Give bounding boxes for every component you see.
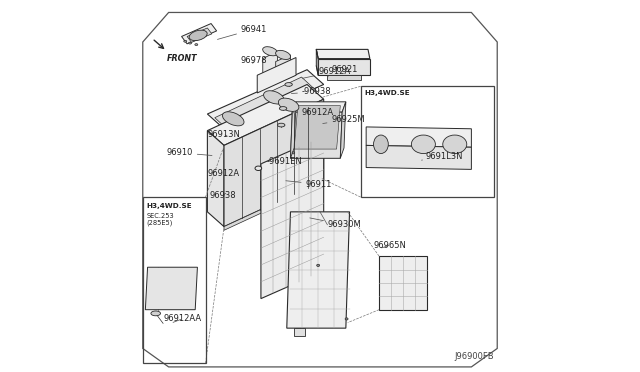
- Polygon shape: [294, 328, 305, 336]
- Text: J96900FB: J96900FB: [454, 352, 493, 361]
- Polygon shape: [145, 267, 197, 310]
- Polygon shape: [291, 102, 296, 158]
- Ellipse shape: [278, 98, 299, 112]
- Ellipse shape: [443, 135, 467, 154]
- Text: 96910: 96910: [167, 148, 212, 157]
- Polygon shape: [292, 102, 346, 112]
- Text: 96925M: 96925M: [323, 115, 365, 124]
- Bar: [143, 197, 205, 363]
- Ellipse shape: [195, 44, 198, 45]
- Ellipse shape: [278, 123, 285, 127]
- Text: 96941: 96941: [218, 25, 267, 39]
- Ellipse shape: [374, 135, 388, 154]
- Text: H3,4WD.SE: H3,4WD.SE: [147, 203, 192, 209]
- Ellipse shape: [292, 152, 294, 154]
- Text: FRONT: FRONT: [167, 54, 197, 63]
- Polygon shape: [316, 49, 370, 59]
- Text: 96912AA: 96912AA: [163, 314, 201, 323]
- Text: 96938: 96938: [209, 191, 236, 200]
- Text: (285E5): (285E5): [147, 220, 173, 227]
- Text: -96938: -96938: [291, 87, 331, 96]
- Text: 96912A: 96912A: [303, 67, 350, 78]
- Ellipse shape: [285, 83, 292, 86]
- Text: 96921: 96921: [328, 65, 358, 77]
- Polygon shape: [379, 256, 427, 310]
- Polygon shape: [207, 70, 324, 129]
- Polygon shape: [316, 49, 318, 75]
- Ellipse shape: [280, 107, 287, 110]
- Ellipse shape: [317, 264, 319, 266]
- Ellipse shape: [412, 135, 435, 154]
- Polygon shape: [287, 212, 349, 328]
- Bar: [360, 86, 493, 197]
- Polygon shape: [318, 59, 370, 75]
- Text: 96978: 96978: [241, 56, 268, 65]
- Ellipse shape: [184, 40, 187, 42]
- Polygon shape: [224, 99, 324, 227]
- Polygon shape: [366, 145, 472, 169]
- Text: 96912A: 96912A: [291, 108, 333, 117]
- Polygon shape: [207, 131, 224, 227]
- Polygon shape: [215, 77, 316, 131]
- Ellipse shape: [189, 42, 191, 44]
- Polygon shape: [207, 84, 324, 145]
- Text: 96965N: 96965N: [374, 241, 406, 250]
- Polygon shape: [328, 75, 360, 80]
- Text: 96913N: 96913N: [207, 130, 240, 139]
- Polygon shape: [224, 180, 324, 230]
- Ellipse shape: [345, 318, 348, 320]
- Ellipse shape: [151, 311, 161, 316]
- Ellipse shape: [223, 112, 244, 126]
- Text: 9691L3N: 9691L3N: [422, 152, 463, 161]
- Polygon shape: [182, 23, 216, 44]
- Polygon shape: [261, 136, 324, 299]
- Polygon shape: [276, 55, 291, 79]
- Polygon shape: [366, 127, 472, 147]
- Text: -9691EN: -9691EN: [261, 157, 302, 166]
- Polygon shape: [340, 102, 346, 158]
- Ellipse shape: [255, 166, 262, 170]
- Polygon shape: [187, 28, 212, 42]
- Ellipse shape: [264, 91, 284, 104]
- Text: 96912A: 96912A: [207, 169, 239, 177]
- Polygon shape: [257, 58, 296, 93]
- Polygon shape: [291, 112, 342, 158]
- Text: 96930M: 96930M: [310, 218, 361, 229]
- Polygon shape: [294, 106, 340, 149]
- Polygon shape: [263, 51, 278, 75]
- Ellipse shape: [276, 50, 291, 60]
- Ellipse shape: [262, 47, 278, 56]
- Text: 96911: 96911: [286, 180, 332, 189]
- Text: SEC.253: SEC.253: [147, 212, 174, 219]
- Text: H3,4WD.SE: H3,4WD.SE: [364, 90, 410, 96]
- Ellipse shape: [189, 30, 207, 41]
